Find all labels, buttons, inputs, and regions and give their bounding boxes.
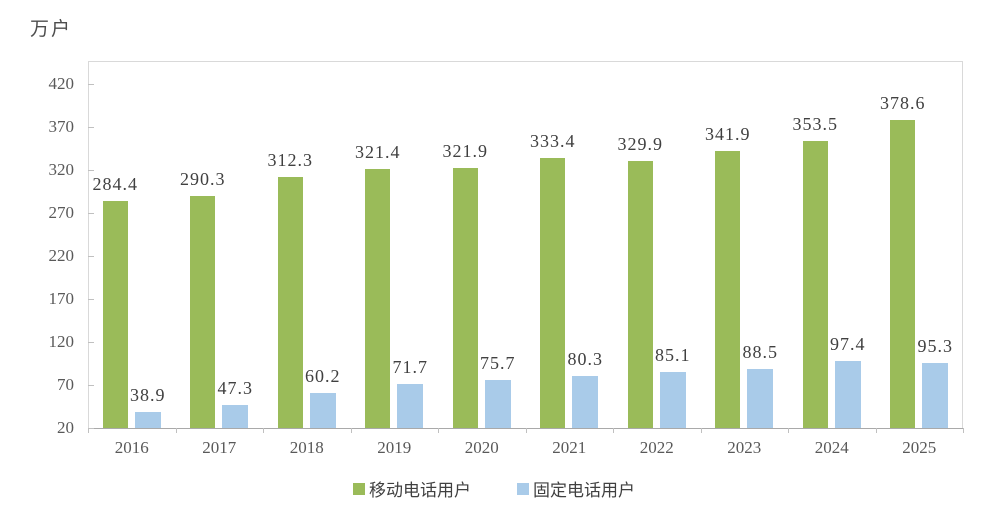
y-tick-mark [88, 385, 94, 386]
bar-mobile-2025 [890, 119, 916, 428]
bar-mobile-2017 [190, 195, 216, 428]
bar-fixed-2020 [484, 380, 511, 428]
legend-swatch-fixed-icon [517, 482, 529, 495]
y-tick-mark [88, 428, 94, 429]
x-tick-mark [350, 428, 352, 433]
bar-mobile-2019 [365, 168, 391, 428]
x-tick-mark [963, 428, 964, 433]
y-tick-mark [88, 256, 94, 257]
data-label-mobile-2017: 290.3 [180, 168, 226, 189]
y-tick-label-420: 420 [48, 74, 75, 93]
data-label-mobile-2024: 353.5 [792, 114, 838, 135]
bar-mobile-2020 [452, 168, 478, 428]
data-label-fixed-2025: 95.3 [917, 336, 953, 357]
bar-mobile-2024 [802, 141, 828, 428]
bar-fixed-2022 [659, 372, 686, 428]
x-category-label-2023: 2023 [727, 438, 762, 457]
y-tick-label-270: 270 [48, 203, 75, 222]
x-tick-mark [88, 428, 89, 433]
bar-fixed-2025 [922, 363, 949, 428]
bar-fixed-2024 [834, 361, 861, 428]
x-tick-mark [175, 428, 177, 433]
x-category-label-2024: 2024 [814, 438, 849, 457]
x-tick-mark [875, 428, 877, 433]
data-label-fixed-2018: 60.2 [305, 366, 341, 387]
bar-fixed-2017 [222, 404, 249, 428]
data-label-fixed-2017: 47.3 [217, 377, 253, 398]
x-tick-mark [700, 428, 702, 433]
bar-fixed-2023 [747, 369, 774, 428]
data-label-fixed-2020: 75.7 [480, 353, 516, 374]
legend: 移动电话用户 固定电话用户 [0, 476, 988, 501]
legend-item-mobile: 移动电话用户 [353, 476, 471, 501]
x-tick-mark [525, 428, 527, 433]
data-label-mobile-2018: 312.3 [267, 149, 313, 170]
data-label-fixed-2023: 88.5 [742, 342, 778, 363]
x-category-label-2020: 2020 [464, 438, 499, 457]
x-tick-mark [263, 428, 264, 433]
y-tick-label-70: 70 [57, 375, 74, 394]
legend-label-mobile: 移动电话用户 [369, 481, 471, 500]
data-label-fixed-2021: 80.3 [567, 349, 603, 370]
y-tick-mark [88, 299, 94, 300]
bar-mobile-2016 [102, 200, 128, 428]
y-tick-label-170: 170 [48, 289, 75, 308]
y-tick-mark [88, 342, 94, 343]
y-tick-label-20: 20 [57, 418, 74, 437]
x-category-label-2019: 2019 [377, 438, 412, 457]
y-tick-mark [88, 127, 94, 128]
x-tick-mark [613, 428, 614, 433]
x-tick-mark [788, 428, 789, 433]
data-label-mobile-2025: 378.6 [880, 92, 926, 113]
y-tick-mark [88, 213, 94, 214]
x-category-label-2022: 2022 [639, 438, 674, 457]
bar-mobile-2023 [715, 151, 741, 428]
data-label-fixed-2016: 38.9 [130, 384, 166, 405]
bar-fixed-2019 [397, 383, 424, 428]
data-label-mobile-2023: 341.9 [705, 124, 751, 145]
data-label-fixed-2024: 97.4 [830, 334, 866, 355]
bar-mobile-2021 [540, 158, 566, 428]
legend-label-fixed: 固定电话用户 [533, 481, 635, 500]
x-category-label-2018: 2018 [289, 438, 324, 457]
y-tick-label-120: 120 [48, 332, 75, 351]
x-category-label-2025: 2025 [902, 438, 937, 457]
legend-item-fixed: 固定电话用户 [517, 476, 635, 501]
y-tick-mark [88, 84, 94, 85]
data-label-mobile-2019: 321.4 [355, 141, 401, 162]
data-label-mobile-2022: 329.9 [617, 134, 663, 155]
bar-mobile-2022 [627, 161, 653, 428]
bar-fixed-2016 [134, 411, 161, 428]
x-tick-mark [438, 428, 439, 433]
bar-fixed-2018 [309, 393, 336, 428]
data-label-fixed-2022: 85.1 [655, 345, 691, 365]
x-category-label-2021: 2021 [552, 438, 587, 457]
bar-mobile-2018 [277, 176, 303, 428]
x-category-label-2017: 2017 [202, 438, 237, 457]
data-label-mobile-2020: 321.9 [442, 141, 488, 162]
bar-fixed-2021 [572, 376, 599, 428]
data-label-mobile-2021: 333.4 [530, 131, 576, 152]
data-label-mobile-2016: 284.4 [92, 173, 138, 194]
y-tick-label-220: 220 [48, 246, 75, 265]
y-tick-label-370: 370 [48, 117, 75, 136]
x-category-label-2016: 2016 [114, 438, 149, 457]
data-label-fixed-2019: 71.7 [392, 356, 428, 377]
y-axis-unit-label: 万户 [30, 19, 73, 40]
y-tick-label-320: 320 [48, 160, 75, 179]
legend-swatch-mobile-icon [353, 482, 365, 495]
y-tick-mark [88, 170, 94, 171]
